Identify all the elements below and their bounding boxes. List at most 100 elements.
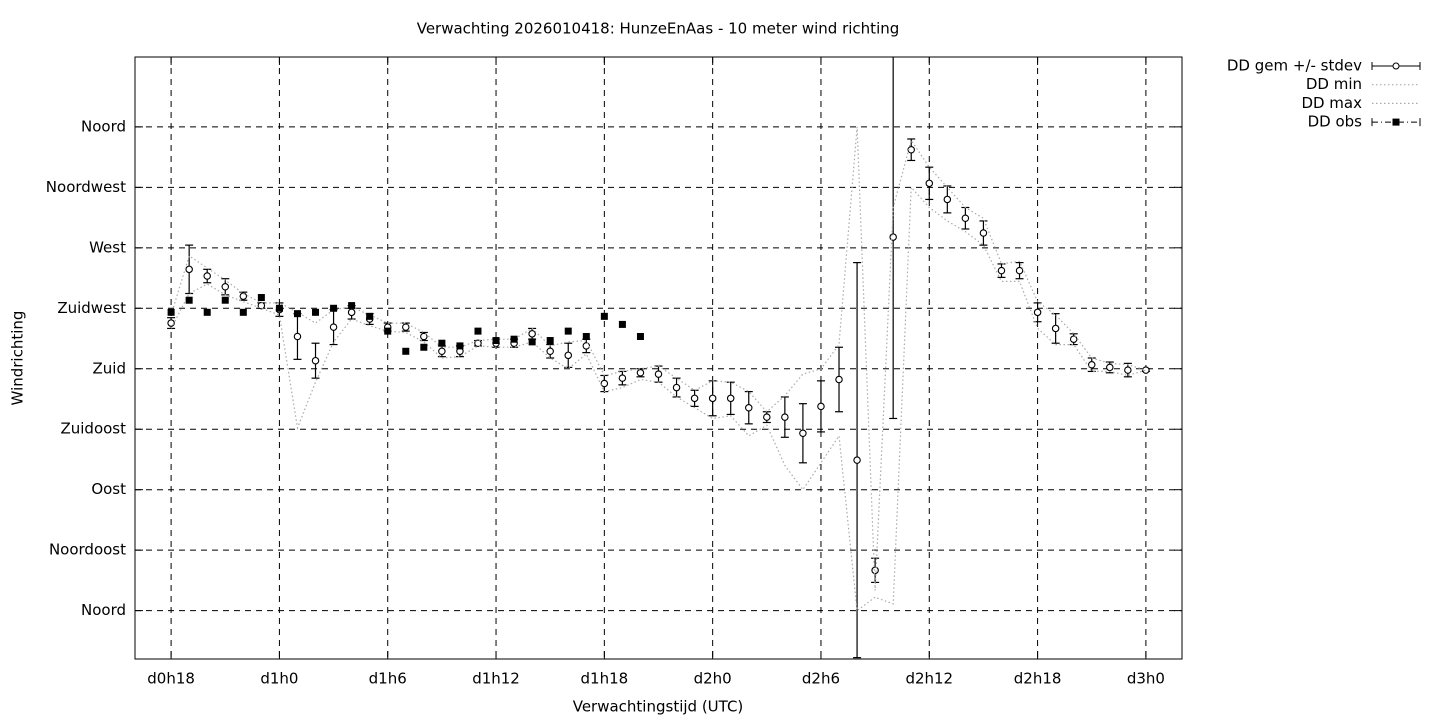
point: [203, 308, 211, 316]
point: [979, 229, 988, 237]
point: [402, 347, 410, 355]
point: [275, 304, 283, 312]
point: [871, 566, 879, 575]
x-tick-label: d2h6: [802, 670, 840, 688]
point: [528, 330, 536, 338]
point: [402, 323, 410, 331]
point: [654, 370, 663, 378]
legend-label: DD obs: [1308, 113, 1363, 131]
x-tick-label: d1h18: [581, 670, 629, 688]
point: [1069, 335, 1078, 343]
point: [528, 338, 536, 346]
y-tick-label: Noord: [81, 601, 126, 619]
point: [726, 394, 735, 403]
series-line: [170, 126, 1147, 591]
point: [636, 369, 645, 377]
point: [456, 342, 464, 350]
point: [348, 302, 356, 310]
x-tick-label: d1h6: [369, 670, 407, 688]
y-tick-label: Zuidoost: [60, 420, 126, 438]
y-axis-label: Windrichting: [9, 311, 27, 406]
point: [330, 304, 338, 312]
point: [492, 337, 500, 345]
point: [420, 343, 428, 351]
point: [636, 333, 644, 340]
y-tick-label: Noord: [81, 117, 126, 135]
point: [474, 327, 482, 335]
x-tick-label: d2h12: [905, 670, 953, 688]
x-tick-label: d2h18: [1014, 670, 1062, 688]
point: [239, 292, 248, 300]
point: [564, 351, 572, 360]
point: [185, 296, 193, 304]
point: [1142, 366, 1150, 374]
y-tick-label: Oost: [91, 480, 126, 498]
point: [384, 327, 392, 335]
y-tick-label: Noordwest: [46, 178, 126, 196]
point: [1087, 360, 1096, 369]
point: [1015, 266, 1024, 275]
point: [708, 394, 717, 403]
point: [618, 320, 626, 328]
legend-swatch: [1392, 118, 1400, 126]
point: [438, 347, 446, 356]
point: [293, 310, 301, 318]
point: [961, 214, 970, 223]
point: [1051, 324, 1060, 333]
point: [329, 323, 338, 331]
y-tick-label: Noordoost: [49, 541, 126, 559]
point: [312, 308, 320, 316]
point: [600, 312, 608, 320]
series-line: [170, 185, 1147, 612]
point: [564, 327, 572, 335]
point: [763, 413, 771, 421]
point: [997, 266, 1006, 275]
point: [221, 296, 229, 304]
point: [167, 319, 175, 327]
point: [943, 195, 952, 204]
legend-label: DD max: [1301, 94, 1362, 112]
x-tick-label: d1h0: [260, 670, 298, 688]
point: [618, 374, 627, 382]
point: [221, 283, 230, 291]
plot-border: [134, 56, 1183, 660]
x-tick-label: d1h12: [472, 670, 520, 688]
plot-area: [167, 57, 1150, 659]
point: [781, 413, 789, 421]
y-tick-label: Zuid: [93, 359, 126, 377]
point: [907, 145, 915, 154]
point: [510, 335, 518, 343]
point: [420, 332, 428, 341]
point: [257, 294, 265, 302]
x-tick-label: d2h0: [694, 670, 732, 688]
legend-swatch: [1392, 62, 1400, 70]
point: [546, 347, 554, 356]
x-tick-label: d0h18: [147, 670, 195, 688]
point: [1106, 363, 1114, 372]
point: [745, 403, 753, 412]
point: [293, 332, 302, 341]
point: [889, 233, 897, 241]
point: [1033, 308, 1042, 317]
point: [347, 308, 356, 317]
point: [582, 333, 590, 340]
point: [438, 339, 446, 347]
legend-label: DD min: [1306, 75, 1362, 93]
point: [925, 179, 934, 188]
point: [203, 272, 211, 280]
grid: Noord Noordoost Oost Zuidoost Zuid Zuidwest We…: [46, 57, 1182, 688]
point: [672, 383, 681, 392]
point: [311, 356, 320, 365]
point: [817, 402, 825, 411]
point: [1124, 366, 1132, 374]
chart-title: Verwachting 2026010418: HunzeEnAas - 10 …: [417, 20, 900, 38]
point: [690, 394, 699, 403]
point: [239, 308, 247, 316]
point: [582, 342, 591, 350]
point: [835, 375, 843, 384]
x-tick-label: d3h0: [1127, 670, 1165, 688]
x-axis-label: Verwachtingstijd (UTC): [573, 698, 744, 716]
